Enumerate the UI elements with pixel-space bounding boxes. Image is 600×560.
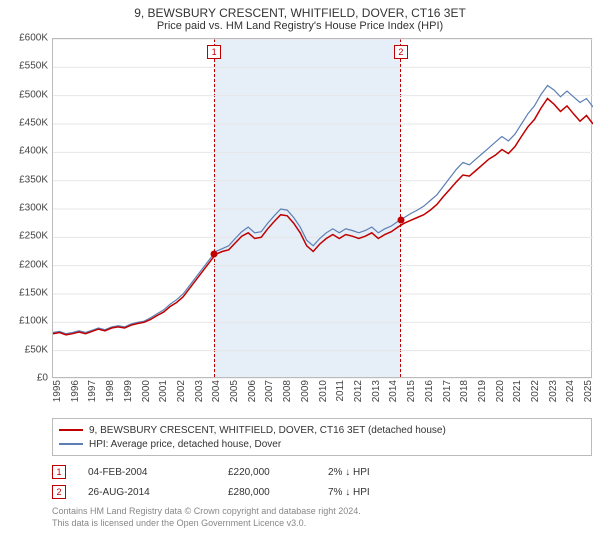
chart-title: 9, BEWSBURY CRESCENT, WHITFIELD, DOVER, … [8,6,592,20]
legend-item-hpi: HPI: Average price, detached house, Dove… [59,437,585,451]
attribution: Contains HM Land Registry data © Crown c… [52,506,592,529]
legend-label-property: 9, BEWSBURY CRESCENT, WHITFIELD, DOVER, … [89,425,446,436]
legend-swatch-property [59,429,83,431]
attribution-line: This data is licensed under the Open Gov… [52,518,592,530]
chart-event-marker: 2 [394,45,408,59]
chart-event-marker: 1 [207,45,221,59]
event-date: 04-FEB-2004 [88,467,228,478]
x-axis-labels: 1995199619971998199920002001200220032004… [52,378,592,412]
y-axis-labels: £0£50K£100K£150K£200K£250K£300K£350K£400… [8,38,50,378]
event-marker-2: 2 [52,485,66,499]
legend-label-hpi: HPI: Average price, detached house, Dove… [89,439,281,450]
chart-plot-area: 12 [52,38,592,378]
event-pct: 7% ↓ HPI [328,487,592,498]
legend-item-property: 9, BEWSBURY CRESCENT, WHITFIELD, DOVER, … [59,423,585,437]
attribution-line: Contains HM Land Registry data © Crown c… [52,506,592,518]
chart-event-dot [211,251,218,258]
event-price: £280,000 [228,487,328,498]
event-price: £220,000 [228,467,328,478]
events-table: 1 04-FEB-2004 £220,000 2% ↓ HPI 2 26-AUG… [52,462,592,502]
event-row: 2 26-AUG-2014 £280,000 7% ↓ HPI [52,482,592,502]
chart-legend: 9, BEWSBURY CRESCENT, WHITFIELD, DOVER, … [52,418,592,456]
event-date: 26-AUG-2014 [88,487,228,498]
series-lines [53,39,593,379]
event-pct: 2% ↓ HPI [328,467,592,478]
legend-swatch-hpi [59,443,83,445]
event-marker-1: 1 [52,465,66,479]
chart-subtitle: Price paid vs. HM Land Registry's House … [8,20,592,32]
event-row: 1 04-FEB-2004 £220,000 2% ↓ HPI [52,462,592,482]
chart-event-dot [397,217,404,224]
